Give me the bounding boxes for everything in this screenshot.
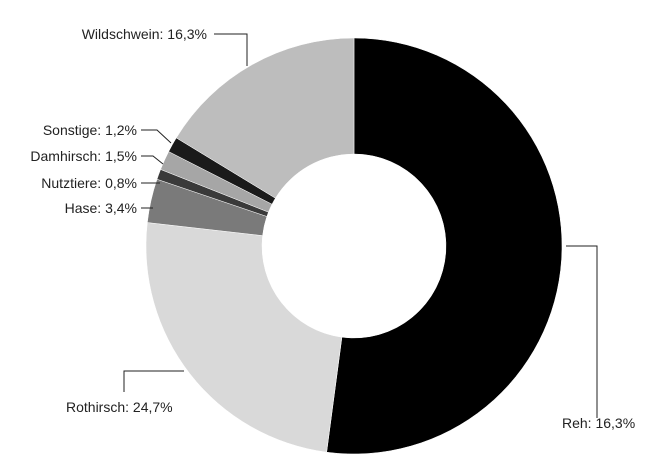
slice-label-7: Wildschwein: 16,3% [82,26,207,42]
leader-line-5 [141,155,164,165]
donut-slice-7 [175,37,355,199]
slice-label-1: Reh: 16,3% [562,415,635,431]
leader-line-1 [566,245,598,418]
slice-label-2: Rothirsch: 24,7% [66,399,173,415]
donut-slice-1 [326,37,563,455]
slice-label-5: Damhirsch: 1,5% [30,148,137,164]
leader-line-7 [214,33,248,66]
donut-slice-2 [145,222,343,453]
slice-label-4: Nutztiere: 0,8% [41,175,137,191]
leader-line-2 [123,370,184,392]
slice-label-6: Sonstige: 1,2% [43,122,137,138]
leader-line-6 [141,129,172,144]
slice-label-3: Hase: 3,4% [65,200,137,216]
